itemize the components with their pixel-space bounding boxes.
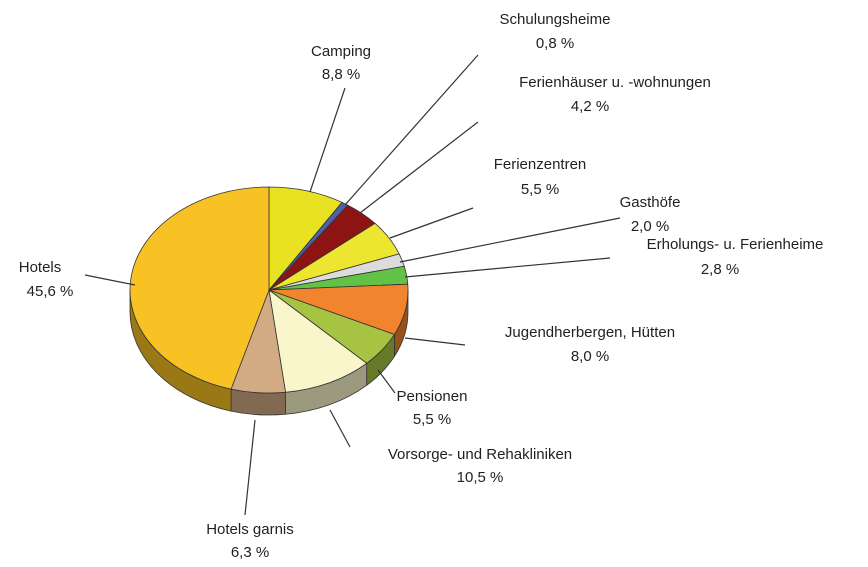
slice [268, 289, 368, 393]
slice-label: Ferienzentren [494, 156, 587, 173]
leader-line [344, 54, 479, 206]
slice-label: Hotels [19, 259, 62, 276]
slice-label: Camping [311, 43, 371, 60]
slice [129, 186, 270, 390]
slice-value-label: 8,8 % [322, 66, 360, 83]
slice-value-label: 0,8 % [536, 35, 574, 52]
leader-line [309, 87, 346, 193]
slice-label: Gasthöfe [620, 194, 681, 211]
slice-value-label: 2,0 % [631, 218, 669, 235]
slice-label: Pensionen [397, 388, 468, 405]
leader-line [404, 257, 611, 278]
slice-label: Erholungs- u. Ferienheime [647, 236, 824, 253]
slice-value-label: 4,2 % [571, 98, 609, 115]
slice-value-label: 8,0 % [571, 348, 609, 365]
slice-value-label: 2,8 % [701, 261, 739, 278]
leader-line [244, 419, 256, 516]
slice-label: Schulungsheime [500, 11, 611, 28]
leader-line [359, 121, 479, 214]
slice-label: Jugendherbergen, Hütten [505, 324, 675, 341]
slice-label: Ferienhäuser u. -wohnungen [519, 74, 711, 91]
slice-label: Vorsorge- und Rehakliniken [388, 446, 572, 463]
leader-line [404, 337, 466, 346]
slice-value-label: 5,5 % [521, 181, 559, 198]
leader-line [329, 409, 351, 448]
leader-line [84, 274, 136, 286]
slice-label: Hotels garnis [206, 521, 294, 538]
leader-line [377, 369, 396, 394]
leader-line [399, 217, 621, 263]
slice-value-label: 10,5 % [457, 469, 504, 486]
slice-value-label: 45,6 % [27, 283, 74, 300]
leader-line [389, 207, 474, 239]
slice-value-label: 6,3 % [231, 544, 269, 561]
slice-value-label: 5,5 % [413, 411, 451, 428]
